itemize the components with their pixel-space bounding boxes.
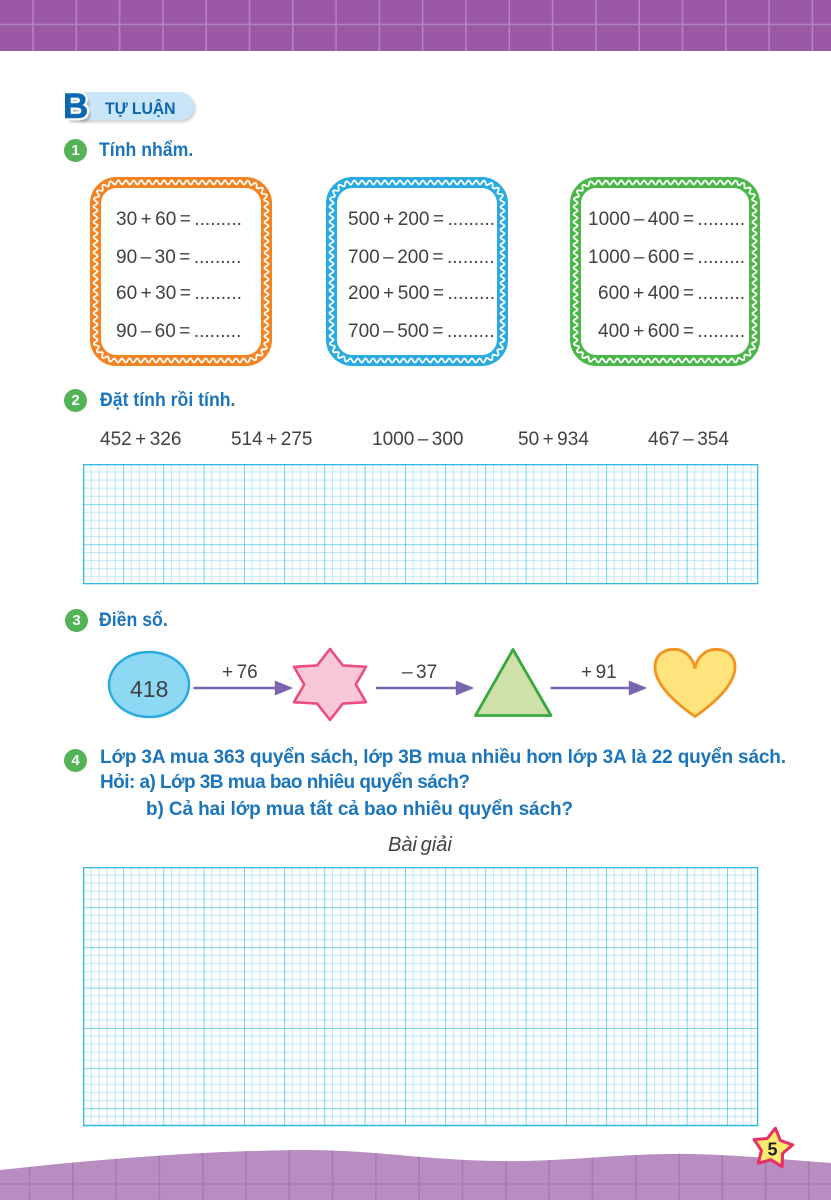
svg-text:5: 5 (767, 1140, 777, 1160)
